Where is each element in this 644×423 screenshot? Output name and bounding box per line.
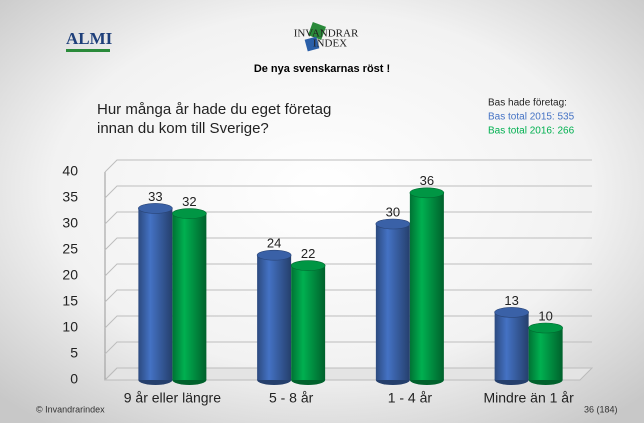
legend-entry: Bas total 2016: 266 <box>488 126 575 137</box>
brand: INDEX <box>313 38 347 50</box>
brand: INVANDRAR <box>294 28 359 40</box>
x-tick-label: Mindre än 1 år <box>483 390 574 406</box>
bar <box>528 322 563 385</box>
x-tick-label: 5 - 8 år <box>269 390 314 406</box>
y-tick-label: 20 <box>62 267 78 283</box>
bar-top <box>409 187 445 199</box>
bar-body <box>409 192 444 380</box>
y-tick-label: 40 <box>62 163 78 179</box>
bar-top <box>256 249 292 261</box>
data-label: 13 <box>504 293 518 308</box>
page-number: 36 (184) <box>584 404 618 414</box>
bar-body <box>494 312 529 380</box>
y-tick-label: 10 <box>62 319 78 335</box>
grid-line <box>104 159 592 173</box>
bar <box>290 260 326 385</box>
x-tick-label: 9 år eller längre <box>124 390 221 406</box>
y-tick-label: 30 <box>62 215 78 231</box>
bar <box>172 208 207 385</box>
copyright: © Invandrarindex <box>36 404 105 414</box>
bar-top <box>375 218 411 230</box>
legend-title: Bas hade företag: <box>488 98 567 109</box>
bar <box>494 307 529 385</box>
bar-top <box>290 260 326 271</box>
bar-top <box>172 208 207 219</box>
bar-body <box>291 265 326 380</box>
x-tick-label: 1 - 4 år <box>388 390 433 406</box>
y-tick-label: 5 <box>70 345 78 361</box>
logo-bar <box>66 49 110 52</box>
bar-body <box>375 224 410 380</box>
bar-top <box>138 203 173 214</box>
y-tick-label: 25 <box>62 241 78 257</box>
bar <box>409 187 445 385</box>
y-tick-label: 15 <box>62 293 78 309</box>
data-label: 32 <box>182 194 196 209</box>
bar-body <box>257 255 292 380</box>
bar <box>138 203 173 385</box>
data-label: 33 <box>148 189 162 204</box>
data-label: 22 <box>301 246 315 261</box>
data-label: 24 <box>267 236 281 251</box>
y-tick-label: 35 <box>62 189 78 205</box>
bar-body <box>528 328 563 380</box>
logo: ALMI <box>66 29 113 48</box>
legend-entry: Bas total 2015: 535 <box>488 112 575 123</box>
bar-body <box>172 213 207 380</box>
chart-title: Hur många år hade du eget företag innan … <box>97 101 332 137</box>
y-tick-label: 0 <box>70 371 78 387</box>
data-label: 10 <box>538 308 552 323</box>
bar <box>375 218 411 385</box>
bar-body <box>138 208 173 380</box>
grid-line <box>104 185 592 199</box>
bar-top <box>528 322 563 334</box>
bar <box>256 249 292 385</box>
brand-icon <box>304 22 326 52</box>
bar-top <box>494 307 529 318</box>
heading: De nya svenskarnas röst ! <box>254 63 390 75</box>
data-label: 30 <box>386 204 400 219</box>
data-label: 36 <box>420 173 434 188</box>
